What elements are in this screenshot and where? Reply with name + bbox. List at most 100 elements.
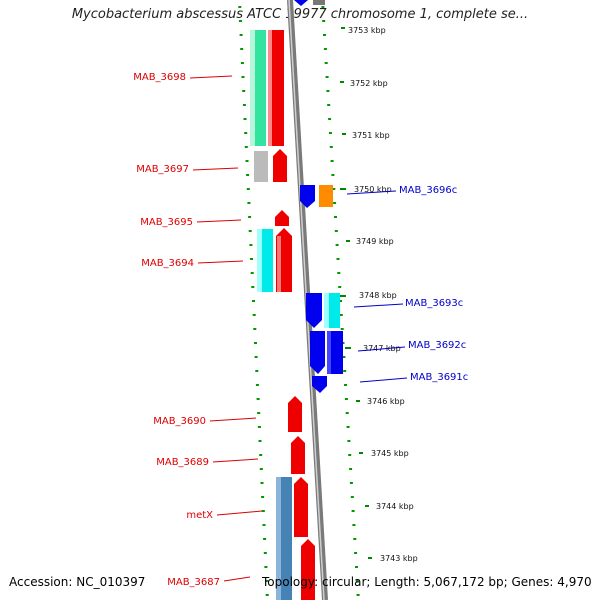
gene-block-mab3697-a[interactable] xyxy=(254,151,268,182)
strand-dot xyxy=(350,496,354,498)
forward-genes xyxy=(250,30,315,600)
gene-block-mab3695[interactable] xyxy=(275,210,289,226)
strand-dot xyxy=(352,524,356,526)
strand-dot xyxy=(342,356,346,358)
map-title: Mycobacterium abscessus ATCC 19977 chrom… xyxy=(71,7,529,22)
strand-dot xyxy=(348,454,352,456)
strand-dot xyxy=(322,20,326,22)
gene-block-mab3696c-a[interactable] xyxy=(300,185,315,208)
strand-dot xyxy=(261,510,265,512)
gene-block-mab3692c-a[interactable] xyxy=(310,331,325,374)
strand-dot xyxy=(238,6,242,8)
strand-dot xyxy=(335,244,339,246)
strand-dot xyxy=(242,104,246,106)
gene-label-mab3693c[interactable]: MAB_3693c xyxy=(405,298,463,309)
gene-label-metx[interactable]: metX xyxy=(186,510,213,521)
reverse-genes xyxy=(294,0,343,393)
forward-labels: MAB_3698 MAB_3697 MAB_3695 MAB_3694 MAB_… xyxy=(133,72,263,588)
strand-dot xyxy=(355,580,359,582)
gene-block-mab3691c[interactable] xyxy=(312,376,327,393)
accession-text: Accession: NC_010397 xyxy=(9,575,146,589)
strand-dot xyxy=(254,356,258,358)
strand-dot xyxy=(261,496,265,498)
kbp-label-3753: 3753 kbp xyxy=(348,26,386,35)
kbp-label-3749: 3749 kbp xyxy=(356,237,394,246)
strand-dot xyxy=(336,258,340,260)
strand-dot xyxy=(240,62,244,64)
strand-dot xyxy=(329,146,333,148)
strand-dot xyxy=(346,426,350,428)
kbp-label-3743: 3743 kbp xyxy=(380,554,418,563)
strand-dot xyxy=(248,230,252,232)
gene-label-mab3694[interactable]: MAB_3694 xyxy=(141,258,194,269)
gene-block-top-blue[interactable] xyxy=(294,0,308,6)
kbp-label-3746: 3746 kbp xyxy=(367,397,405,406)
gene-block-mab3697-b[interactable] xyxy=(273,149,287,182)
gene-block-mab3696c-b[interactable] xyxy=(319,185,333,207)
strand-dot xyxy=(323,34,326,36)
strand-dot xyxy=(247,202,251,204)
strand-dot xyxy=(345,412,349,414)
strand-dot xyxy=(349,468,353,470)
strand-dot xyxy=(239,34,243,36)
strand-dot xyxy=(259,454,263,456)
gene-block-mab3687[interactable] xyxy=(301,539,315,600)
gene-block-mab3690[interactable] xyxy=(288,396,302,432)
gene-label-mab3696c[interactable]: MAB_3696c xyxy=(399,185,457,196)
strand-dot xyxy=(255,370,259,372)
strand-dot xyxy=(257,426,261,428)
strand-dot xyxy=(245,160,249,162)
ruler-labels: 3753 kbp 3752 kbp 3751 kbp 3750 kbp 3749… xyxy=(348,26,418,563)
kbp-label-3752: 3752 kbp xyxy=(350,79,388,88)
strand-dot xyxy=(328,132,332,134)
strand-dot xyxy=(252,314,256,316)
strand-dot xyxy=(260,482,264,484)
strand-dot xyxy=(331,174,335,176)
kbp-label-3748: 3748 kbp xyxy=(359,291,397,300)
gene-label-mab3695[interactable]: MAB_3695 xyxy=(140,217,193,228)
gene-label-mab3690[interactable]: MAB_3690 xyxy=(153,416,206,427)
strand-dot xyxy=(334,230,338,232)
strand-dot xyxy=(263,538,267,540)
strand-dot xyxy=(356,594,360,596)
strand-dot xyxy=(257,412,261,414)
strand-dot xyxy=(240,48,244,50)
gene-label-mab3697[interactable]: MAB_3697 xyxy=(136,164,189,175)
strand-dot xyxy=(344,384,347,386)
strand-dot xyxy=(242,90,246,92)
gene-label-mab3691c[interactable]: MAB_3691c xyxy=(410,372,468,383)
strand-dot xyxy=(332,188,336,190)
strand-dot xyxy=(349,482,353,484)
strand-dot xyxy=(258,440,262,442)
kbp-label-3744: 3744 kbp xyxy=(376,502,414,511)
gene-block-mab3689[interactable] xyxy=(291,436,305,474)
gene-block-mab3693c-a[interactable] xyxy=(306,293,322,328)
strand-dot xyxy=(246,174,250,176)
gene-label-mab3689[interactable]: MAB_3689 xyxy=(156,457,209,468)
strand-dot xyxy=(326,90,330,92)
strand-dot xyxy=(243,118,247,120)
strand-dot xyxy=(328,118,332,120)
strand-dot xyxy=(263,552,267,554)
kbp-label-3751: 3751 kbp xyxy=(352,131,390,140)
strand-dot xyxy=(255,384,259,386)
strand-dot xyxy=(251,286,255,288)
strand-dot xyxy=(244,132,248,134)
reverse-labels: MAB_3696c MAB_3693c MAB_3692c MAB_3691c xyxy=(346,185,468,383)
strand-dot xyxy=(343,370,347,372)
strand-dot xyxy=(254,342,257,344)
gene-label-mab3687[interactable]: MAB_3687 xyxy=(167,577,220,588)
strand-dot xyxy=(244,146,248,148)
strand-dot xyxy=(264,566,268,568)
strand-dot xyxy=(253,328,257,330)
strand-dot xyxy=(339,314,343,316)
kbp-label-3750: 3750 kbp xyxy=(354,185,392,194)
strand-dot xyxy=(323,48,327,50)
strand-dot xyxy=(351,510,355,512)
strand-dot xyxy=(259,468,263,470)
gene-label-mab3692c[interactable]: MAB_3692c xyxy=(408,340,466,351)
gene-label-mab3698[interactable]: MAB_3698 xyxy=(133,72,186,83)
strand-dot xyxy=(347,440,351,442)
gene-block-metx-b[interactable] xyxy=(294,477,308,537)
